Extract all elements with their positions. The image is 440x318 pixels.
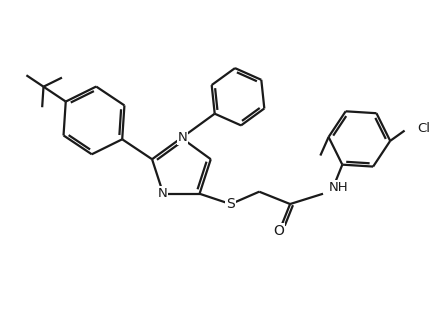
Text: S: S xyxy=(226,197,235,211)
Text: N: N xyxy=(178,131,187,144)
Text: Cl: Cl xyxy=(417,122,430,135)
Text: N: N xyxy=(158,187,167,200)
Text: NH: NH xyxy=(329,181,349,194)
Text: O: O xyxy=(273,224,284,238)
